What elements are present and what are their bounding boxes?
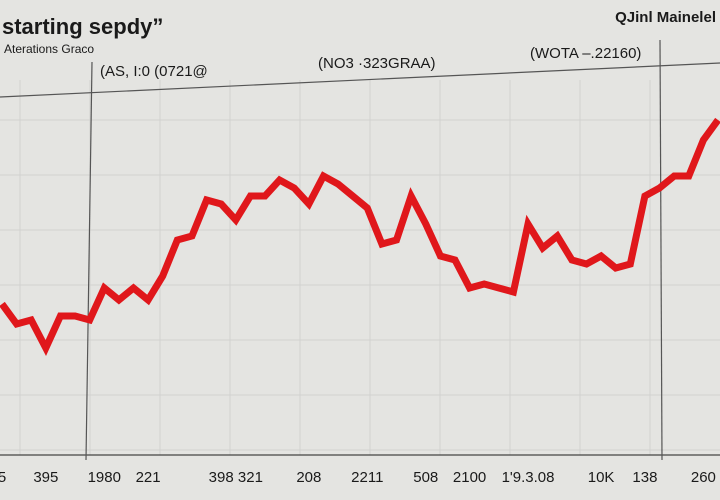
data-line	[0, 117, 720, 356]
x-tick-label: 2211	[351, 469, 383, 486]
x-tick-label: 321	[238, 469, 263, 486]
chart-title: starting sepdy”	[2, 14, 163, 39]
annotation: (WOTA –.22160)	[530, 45, 641, 62]
x-tick-label: 260	[691, 469, 716, 486]
x-tick-label: 221	[136, 469, 161, 486]
header-rule	[0, 62, 720, 98]
annotation: (NO3 ·323GRAA)	[318, 55, 436, 72]
annotation: (AS, I:0 (0721@	[100, 63, 208, 80]
x-tick-label: 1'9.3.08	[502, 469, 555, 486]
x-tick-label: 398	[209, 469, 234, 486]
x-tick-label: 2100	[453, 469, 486, 486]
x-tick-label: 1980	[88, 469, 121, 486]
corner-label: QJinl Mainelel	[615, 9, 716, 26]
x-tick-label: 508	[413, 469, 438, 486]
marker-line	[659, 39, 663, 461]
x-tick-label: 208	[296, 469, 321, 486]
marker-line	[85, 61, 93, 461]
x-tick-label: 138	[632, 469, 657, 486]
x-tick-label: 395	[33, 469, 58, 486]
x-tick-label: 10K	[588, 469, 615, 486]
grid	[0, 80, 720, 455]
chart-subtitle: Aterations Graco	[4, 42, 94, 56]
x-tick-label: 5	[0, 469, 6, 486]
